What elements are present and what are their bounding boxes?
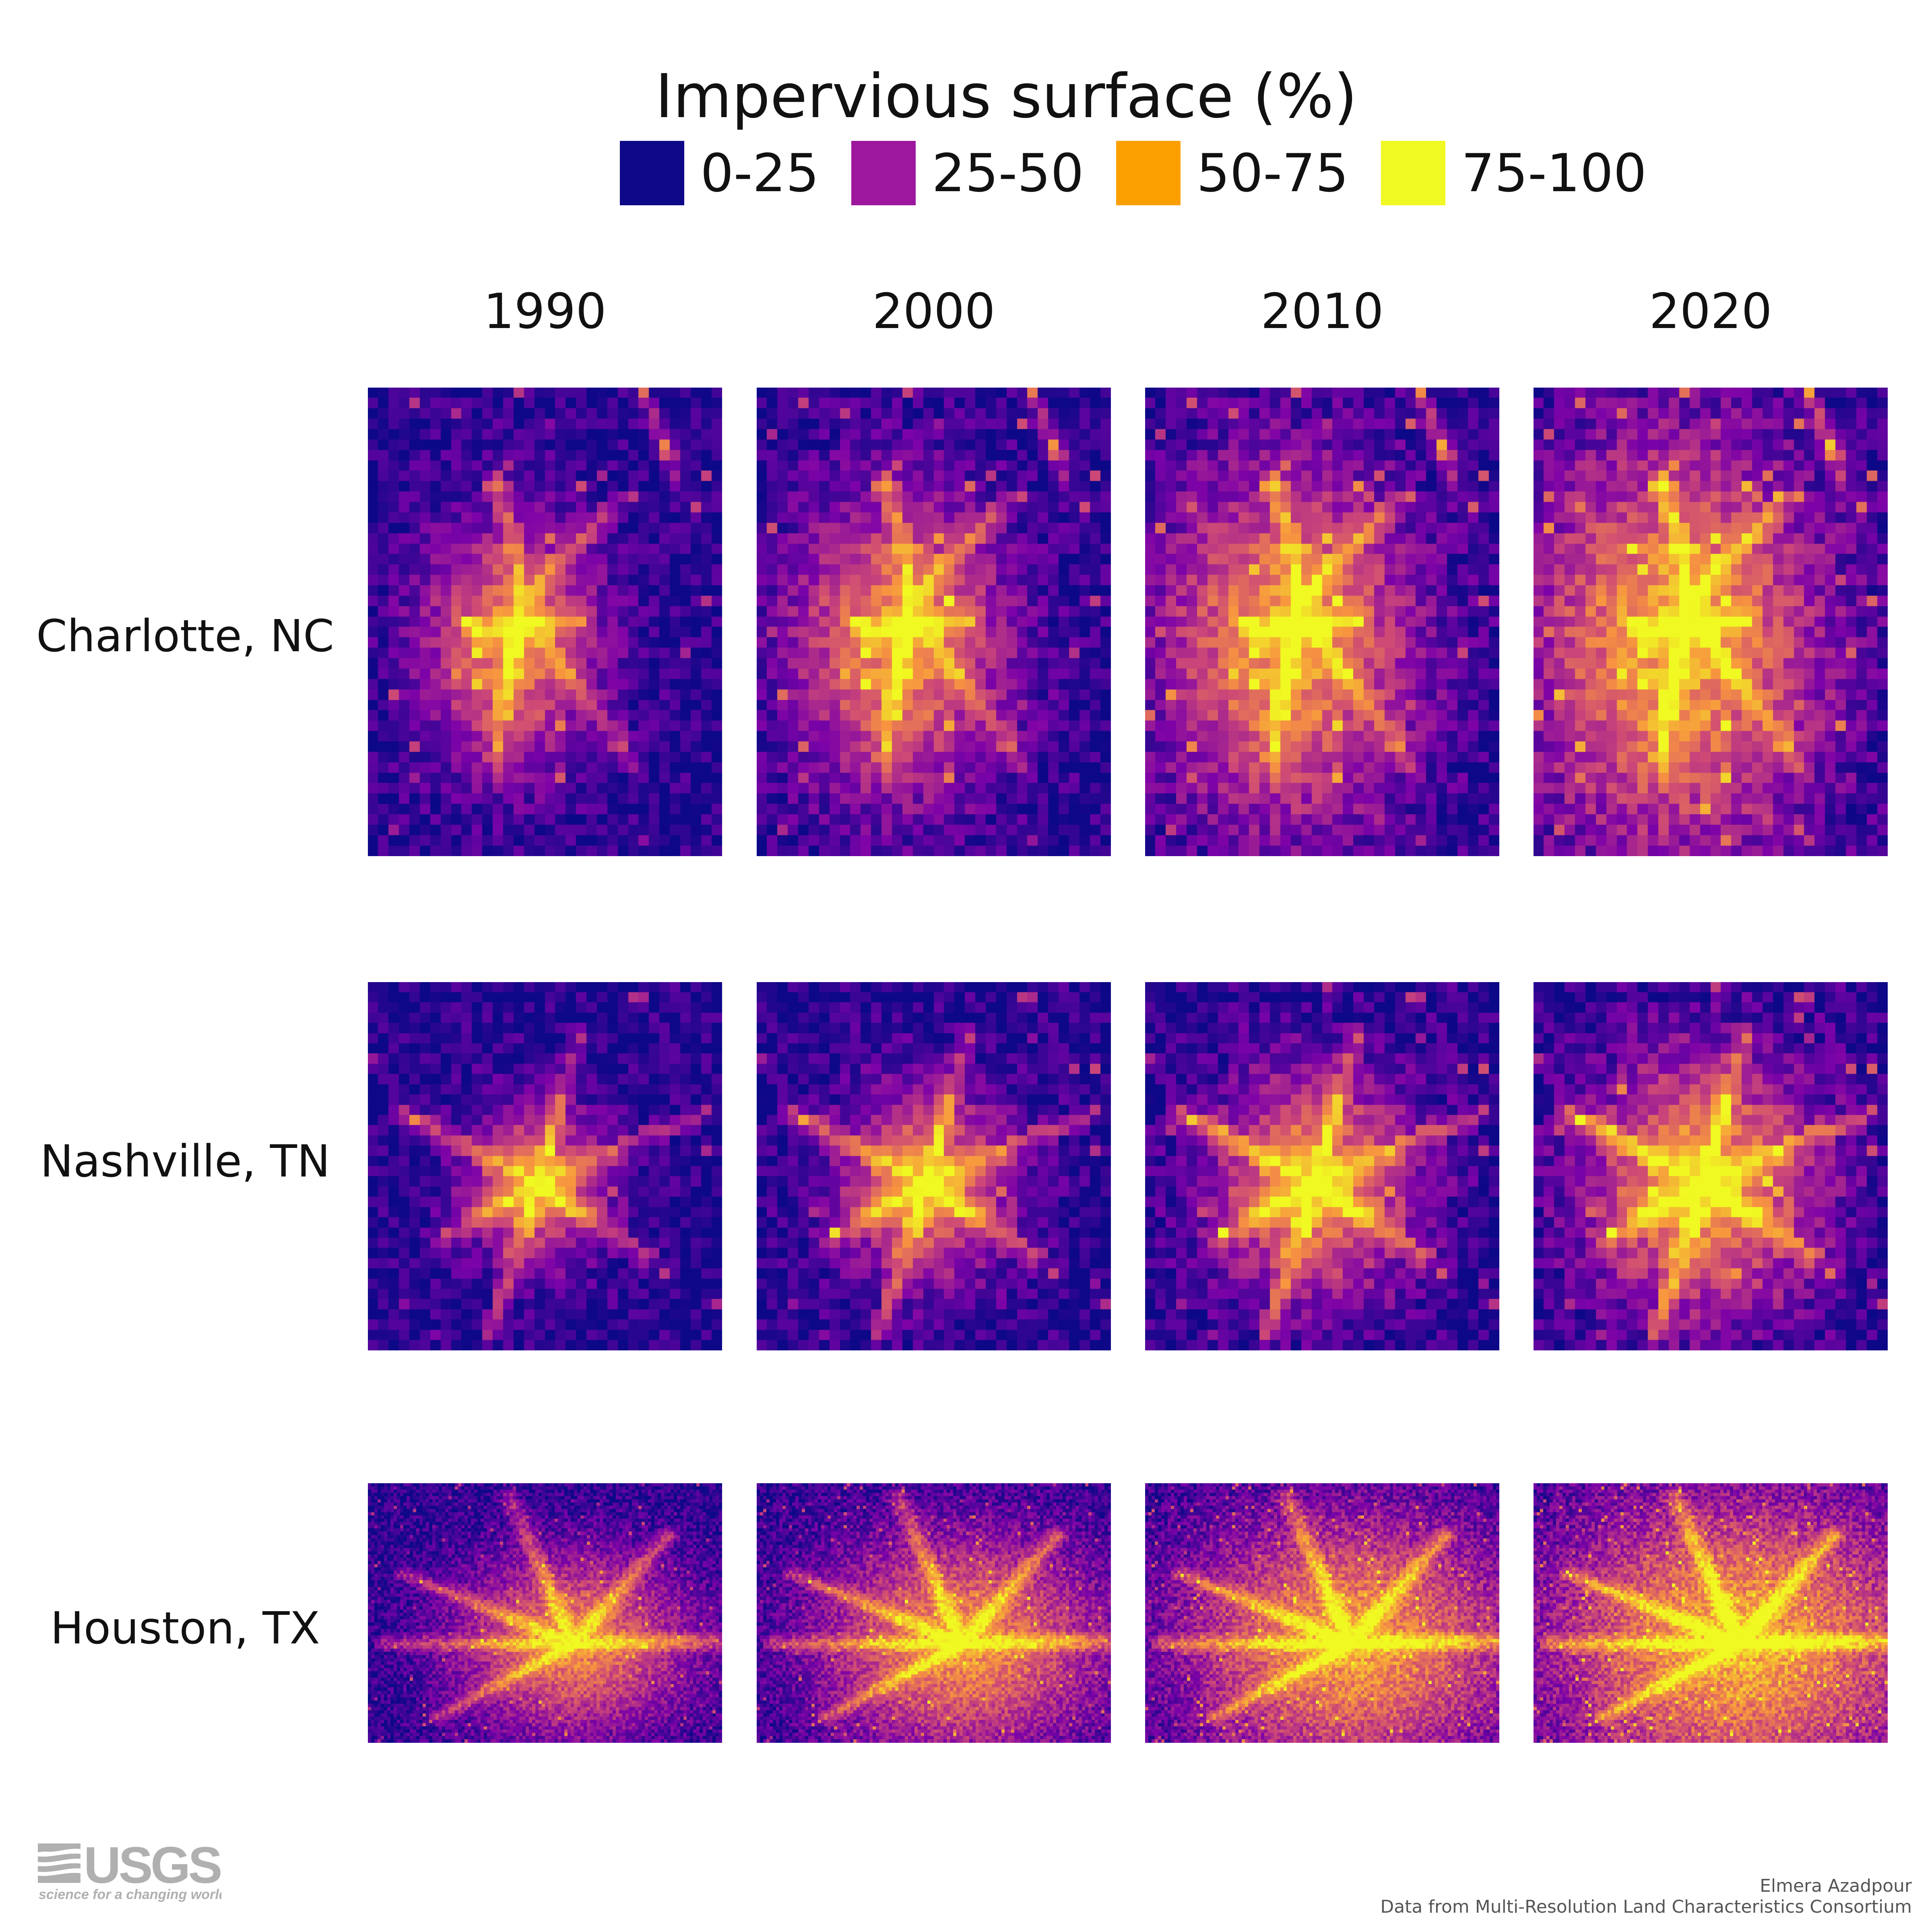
- author-credit: Elmera Azadpour: [1760, 1876, 1912, 1896]
- city-label-charlotte: Charlotte, NC: [36, 610, 334, 662]
- map-houston-2000: [757, 1483, 1111, 1743]
- map-houston-1990: [368, 1483, 722, 1743]
- legend-swatch-50-75: [1116, 141, 1181, 205]
- legend-label-75-100: 75-100: [1461, 142, 1647, 204]
- map-houston-2010: [1145, 1483, 1499, 1743]
- map-charlotte-2020: [1534, 388, 1888, 856]
- map-nashville-2010: [1145, 982, 1499, 1350]
- map-charlotte-2010: [1145, 388, 1499, 856]
- map-charlotte-2000: [757, 388, 1111, 856]
- source-credit: Data from Multi-Resolution Land Characte…: [1380, 1897, 1912, 1917]
- map-houston-2020: [1534, 1483, 1888, 1743]
- legend-item-50-75: 50-75: [1116, 141, 1349, 205]
- legend-swatch-0-25: [620, 141, 684, 205]
- city-label-nashville: Nashville, TN: [40, 1135, 330, 1187]
- legend-label-50-75: 50-75: [1196, 142, 1349, 204]
- legend-swatch-75-100: [1381, 141, 1445, 205]
- year-header-2000: 2000: [872, 284, 995, 340]
- map-nashville-2000: [757, 982, 1111, 1350]
- legend-swatch-25-50: [851, 141, 916, 205]
- usgs-logo: USGS science for a changing world: [38, 1837, 221, 1902]
- legend: 0-25 25-50 50-75 75-100: [620, 141, 1647, 205]
- legend-item-75-100: 75-100: [1381, 141, 1647, 205]
- legend-title: Impervious surface (%): [655, 62, 1358, 132]
- map-nashville-2020: [1534, 982, 1888, 1350]
- legend-label-0-25: 0-25: [700, 142, 819, 204]
- svg-text:science for a changing world: science for a changing world: [39, 1887, 221, 1902]
- city-label-houston: Houston, TX: [50, 1602, 320, 1654]
- year-header-2010: 2010: [1261, 284, 1384, 340]
- map-nashville-1990: [368, 982, 722, 1350]
- legend-label-25-50: 25-50: [932, 142, 1084, 204]
- year-header-1990: 1990: [483, 284, 607, 340]
- year-header-2020: 2020: [1649, 284, 1772, 340]
- legend-item-25-50: 25-50: [851, 141, 1084, 205]
- map-charlotte-1990: [368, 388, 722, 856]
- legend-item-0-25: 0-25: [620, 141, 819, 205]
- svg-text:USGS: USGS: [84, 1837, 221, 1894]
